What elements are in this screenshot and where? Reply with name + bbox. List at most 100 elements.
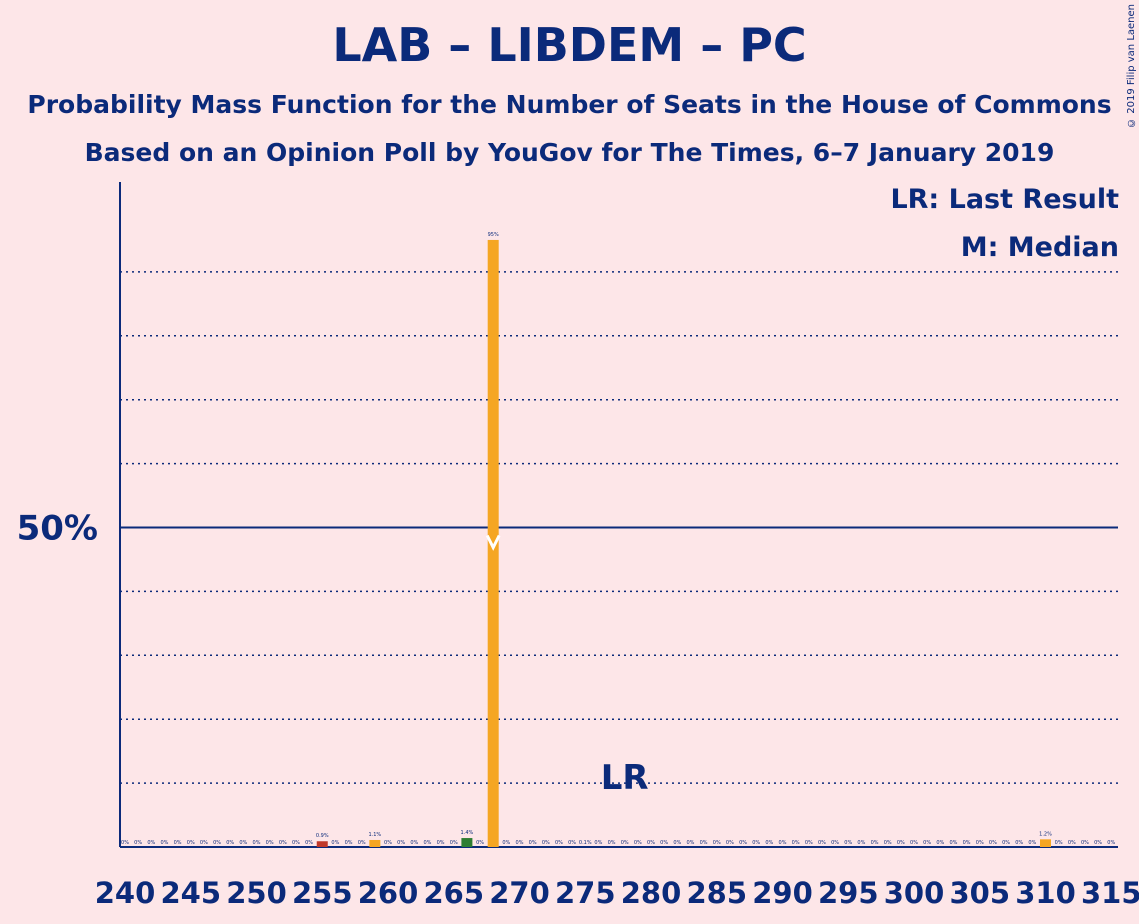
bar-value-label: 95% [488,232,499,238]
x-tick-label: 260 [358,876,419,910]
x-tick-label: 290 [752,876,813,910]
bar-value-label: 0% [279,840,287,846]
bar-value-label: 0% [1107,840,1115,846]
bar-value-label: 0% [805,840,813,846]
bar-value-label: 0% [174,840,182,846]
bar-value-label: 0% [792,840,800,846]
bar-value-label: 0% [608,840,616,846]
bar-value-label: 0% [397,840,405,846]
bar-value-label: 0% [831,840,839,846]
bar-value-label: 0% [726,840,734,846]
bar-value-label: 1.1% [368,832,381,838]
bar-value-label: 0% [976,840,984,846]
bar-value-label: 0% [384,840,392,846]
bar-value-label: 0% [949,840,957,846]
x-tick-label: 240 [95,876,156,910]
legend-last-result: LR: Last Result [890,184,1119,215]
x-tick-label: 275 [555,876,616,910]
bar-value-label: 0% [936,840,944,846]
bar-value-label: 0% [660,840,668,846]
x-tick-label: 255 [292,876,353,910]
bar-value-label: 0% [1002,840,1010,846]
bar-value-label: 0% [647,840,655,846]
bar-value-label: 0% [923,840,931,846]
bar-value-label: 0% [621,840,629,846]
x-tick-label: 305 [949,876,1010,910]
x-tick-label: 315 [1081,876,1139,910]
bar-value-label: 0% [147,840,155,846]
bar-value-label: 0% [1028,840,1036,846]
bar-value-label: 0% [266,840,274,846]
bar-value-label: 0% [134,840,142,846]
x-tick-label: 250 [226,876,287,910]
median-marker [485,534,501,551]
chart-subtitle: Probability Mass Function for the Number… [27,90,1112,119]
x-tick-label: 245 [160,876,221,910]
legend-median: M: Median [960,232,1119,263]
last-result-marker: LR [601,758,649,798]
bar-value-label: 0% [450,840,458,846]
bar-value-label: 0% [884,840,892,846]
bar-value-label: 0.1% [579,840,592,846]
bar-259 [369,839,381,847]
bar-value-label: 0% [963,840,971,846]
bar-value-label: 0% [516,840,524,846]
x-tick-label: 270 [489,876,550,910]
bar-value-label: 0% [1081,840,1089,846]
bar-value-label: 0% [765,840,773,846]
bar-value-label: 0% [226,840,234,846]
bar-value-label: 0% [292,840,300,846]
bar-value-label: 0% [686,840,694,846]
bar-310 [1040,839,1051,847]
bar-value-label: 0% [187,840,195,846]
chart-subtitle-source: Based on an Opinion Poll by YouGov for T… [84,138,1055,167]
bar-value-label: 0.9% [316,833,329,839]
bar-value-label: 0% [673,840,681,846]
bar-value-label: 0% [213,840,221,846]
bar-value-label: 0% [555,840,563,846]
bar-266 [461,838,473,847]
bar-value-label: 0% [542,840,550,846]
bar-value-label: 0% [1094,840,1102,846]
bar-value-label: 0% [713,840,721,846]
bar-value-label: 0% [634,840,642,846]
bar-value-label: 0% [502,840,510,846]
x-tick-label: 295 [818,876,879,910]
bar-value-label: 0% [752,840,760,846]
bar-value-label: 0% [739,840,747,846]
bar-value-label: 0% [160,840,168,846]
bar-value-label: 0% [529,840,537,846]
bar-value-label: 0% [910,840,918,846]
bar-268 [487,239,499,847]
bar-value-label: 0% [857,840,865,846]
bar-value-label: 0% [476,840,484,846]
bar-value-label: 0% [1015,840,1023,846]
x-tick-label: 300 [884,876,945,910]
bar-value-label: 0% [568,840,576,846]
bar-value-label: 0% [897,840,905,846]
y-tick-label: 50% [17,509,98,549]
bar-value-label: 0% [989,840,997,846]
x-tick-label: 285 [686,876,747,910]
bar-value-label: 0% [253,840,261,846]
bar-value-label: 0% [423,840,431,846]
bar-value-label: 0% [239,840,247,846]
bar-value-label: 0% [779,840,787,846]
bar-value-label: 1.2% [1039,831,1052,837]
bar-value-label: 0% [844,840,852,846]
bar-value-label: 0% [871,840,879,846]
bar-value-label: 0% [331,840,339,846]
bar-value-label: 0% [345,840,353,846]
bar-value-label: 0% [358,840,366,846]
bar-value-label: 0% [1055,840,1063,846]
bar-value-label: 0% [437,840,445,846]
x-tick-label: 310 [1015,876,1076,910]
x-tick-label: 265 [423,876,484,910]
bar-value-label: 0% [410,840,418,846]
bar-value-label: 0% [200,840,208,846]
chart-title: LAB – LIBDEM – PC [332,18,807,72]
bar-value-label: 0% [1068,840,1076,846]
bar-value-label: 0% [818,840,826,846]
bar-value-label: 1.4% [461,830,474,836]
